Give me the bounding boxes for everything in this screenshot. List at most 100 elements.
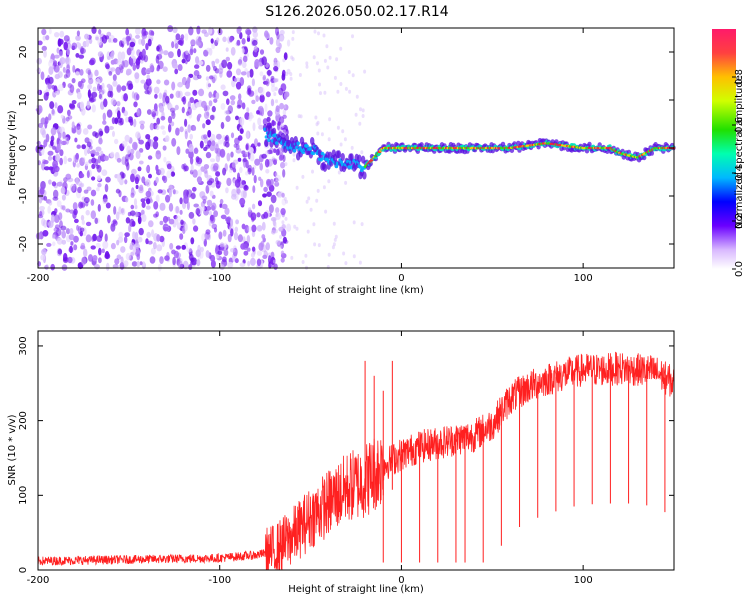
noise-blob bbox=[201, 195, 208, 201]
noise-blob bbox=[193, 147, 199, 154]
noise-blob bbox=[121, 172, 126, 179]
noise-blob bbox=[39, 186, 45, 195]
noise-blob bbox=[226, 152, 231, 162]
noise-blob bbox=[220, 103, 226, 110]
noise-blob bbox=[230, 132, 235, 139]
noise-blob bbox=[181, 97, 186, 102]
noise-blob bbox=[81, 256, 87, 266]
noise-blob bbox=[97, 204, 101, 212]
noise-blob bbox=[332, 221, 336, 226]
noise-blob bbox=[58, 51, 64, 57]
noise-blob bbox=[227, 233, 232, 243]
noise-blob bbox=[304, 253, 308, 258]
noise-blob bbox=[114, 258, 120, 265]
noise-blob bbox=[140, 198, 146, 203]
noise-blob bbox=[199, 140, 204, 149]
noise-blob bbox=[105, 262, 110, 271]
noise-blob bbox=[98, 257, 102, 264]
noise-blob bbox=[95, 78, 101, 85]
noise-blob bbox=[56, 181, 63, 187]
noise-blob bbox=[305, 64, 309, 69]
noise-blob bbox=[201, 100, 207, 108]
noise-blob bbox=[153, 201, 159, 210]
noise-blob bbox=[253, 174, 257, 184]
noise-blob bbox=[156, 45, 160, 52]
noise-blob bbox=[196, 259, 201, 267]
noise-blob bbox=[286, 39, 291, 47]
noise-blob bbox=[171, 81, 176, 91]
noise-blob bbox=[144, 90, 150, 95]
noise-blob bbox=[145, 205, 151, 210]
noise-blob bbox=[51, 214, 55, 224]
noise-blob bbox=[130, 204, 135, 210]
noise-blob bbox=[350, 145, 354, 150]
noise-blob bbox=[255, 95, 259, 102]
noise-blob bbox=[76, 144, 81, 149]
noise-blob bbox=[156, 79, 161, 85]
noise-blob bbox=[156, 234, 161, 242]
noise-blob bbox=[92, 255, 98, 262]
noise-blob bbox=[268, 204, 274, 214]
noise-blob bbox=[175, 90, 181, 99]
noise-blob bbox=[57, 38, 62, 47]
noise-blob bbox=[69, 102, 73, 109]
noise-blob bbox=[203, 238, 207, 247]
noise-blob bbox=[92, 86, 97, 93]
noise-blob bbox=[283, 52, 288, 61]
noise-blob bbox=[120, 256, 124, 265]
noise-blob bbox=[222, 229, 227, 237]
noise-blob bbox=[77, 186, 82, 194]
noise-blob bbox=[76, 30, 80, 37]
noise-blob bbox=[69, 245, 73, 254]
y-tick-label: 0 bbox=[18, 567, 29, 573]
noise-blob bbox=[189, 48, 194, 56]
noise-blob bbox=[124, 236, 128, 244]
noise-blob bbox=[129, 148, 135, 155]
noise-blob bbox=[41, 218, 46, 226]
noise-blob bbox=[242, 157, 248, 163]
noise-blob bbox=[257, 86, 264, 94]
noise-blob bbox=[277, 192, 283, 199]
noise-blob bbox=[176, 146, 181, 156]
noise-blob bbox=[73, 208, 78, 216]
noise-blob bbox=[251, 78, 255, 87]
noise-blob bbox=[210, 38, 214, 44]
noise-blob bbox=[62, 257, 69, 264]
noise-blob bbox=[351, 73, 355, 78]
noise-blob bbox=[220, 121, 225, 130]
noise-blob bbox=[205, 64, 211, 72]
colorbar-tick-label: 0.8 bbox=[734, 69, 745, 85]
noise-blob bbox=[97, 183, 102, 188]
noise-blob bbox=[230, 218, 234, 227]
noise-blob bbox=[44, 77, 50, 83]
noise-blob bbox=[87, 124, 93, 130]
noise-blob bbox=[37, 40, 43, 46]
noise-blob bbox=[175, 245, 181, 250]
noise-blob bbox=[341, 129, 345, 134]
noise-blob bbox=[213, 210, 219, 218]
noise-blob bbox=[84, 147, 88, 156]
noise-blob bbox=[259, 94, 265, 103]
noise-blob bbox=[83, 197, 90, 204]
noise-blob bbox=[36, 57, 42, 65]
noise-blob bbox=[236, 26, 242, 35]
noise-blob bbox=[266, 70, 272, 76]
track-core bbox=[339, 160, 344, 164]
noise-blob bbox=[54, 32, 60, 38]
noise-blob bbox=[306, 229, 310, 234]
noise-blob bbox=[339, 142, 343, 147]
noise-blob bbox=[84, 161, 89, 167]
noise-blob bbox=[333, 237, 337, 242]
noise-blob bbox=[91, 235, 95, 242]
noise-blob bbox=[66, 48, 71, 56]
noise-blob bbox=[237, 234, 243, 243]
noise-blob bbox=[252, 26, 258, 33]
noise-blob bbox=[122, 140, 128, 147]
noise-blob bbox=[47, 150, 54, 156]
noise-blob bbox=[125, 154, 129, 162]
noise-blob bbox=[110, 223, 116, 232]
noise-blob bbox=[169, 93, 174, 99]
noise-blob bbox=[62, 205, 66, 211]
noise-blob bbox=[177, 81, 184, 88]
